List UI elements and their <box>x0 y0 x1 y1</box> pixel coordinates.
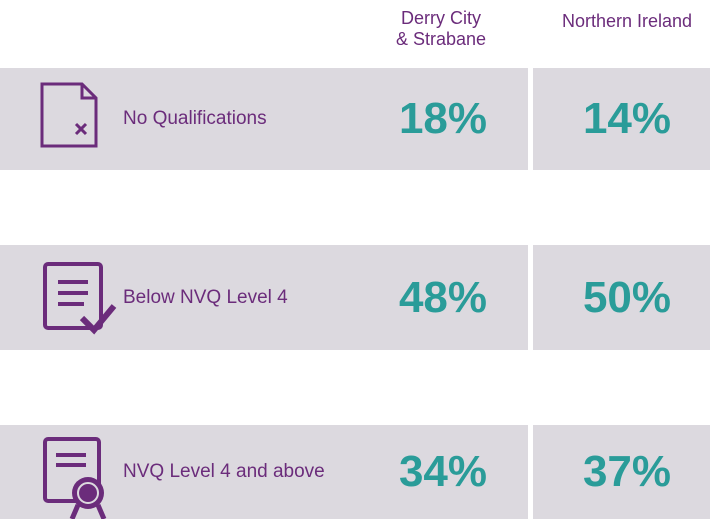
row: Below NVQ Level 4 48% 50% <box>0 245 710 350</box>
row: No Qualifications 18% 14% <box>0 68 710 170</box>
column-header: Northern Ireland <box>540 11 710 32</box>
no-qualification-icon <box>40 82 98 148</box>
row: NVQ Level 4 and above 34% 37% <box>0 425 710 519</box>
row-cell <box>533 425 710 519</box>
value: 18% <box>398 94 488 143</box>
row-cell <box>533 245 710 350</box>
header-line: Northern Ireland <box>561 11 693 31</box>
value: 34% <box>398 447 488 496</box>
header-line: Derry City <box>401 8 481 28</box>
value: 48% <box>398 272 488 322</box>
value: 37% <box>582 447 672 496</box>
row-label: NVQ Level 4 and above <box>123 461 325 482</box>
certificate-icon <box>43 437 107 519</box>
row-label: Below NVQ Level 4 <box>123 286 288 308</box>
row-cell <box>0 68 528 170</box>
header-line: & Strabane <box>395 29 487 49</box>
row-cell <box>533 68 710 170</box>
column-header: Derry City & Strabane <box>381 8 501 50</box>
value: 50% <box>582 272 672 322</box>
value: 14% <box>582 94 672 143</box>
row-label: No Qualifications <box>123 108 267 129</box>
checklist-icon <box>43 262 117 335</box>
